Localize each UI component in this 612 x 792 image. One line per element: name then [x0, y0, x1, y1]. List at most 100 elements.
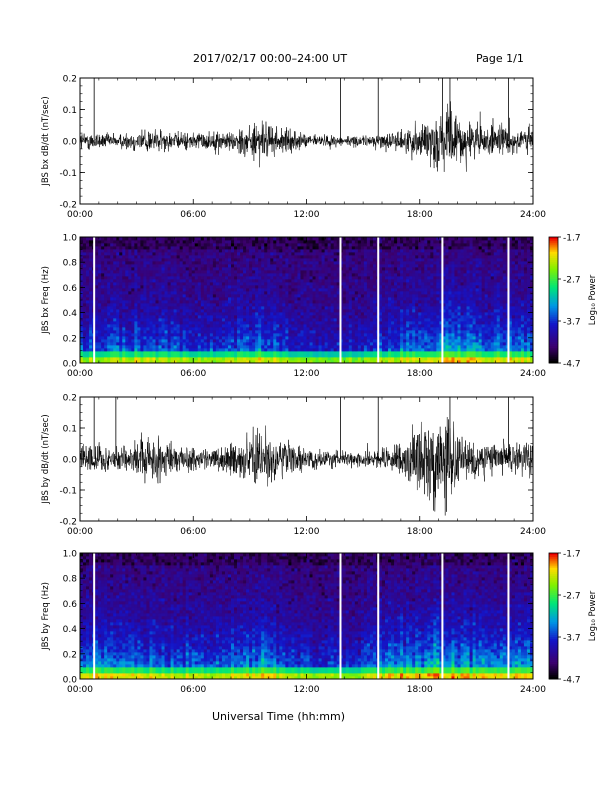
spectrogram-cell	[354, 249, 359, 253]
spectrogram-cell	[95, 255, 99, 259]
spectrogram-cell	[267, 246, 271, 250]
spectrogram-cell	[119, 267, 123, 271]
spectrogram-cell	[282, 348, 286, 352]
spectrogram-cell	[391, 318, 395, 322]
spectrogram-cell	[125, 291, 129, 295]
spectrogram-cell	[194, 324, 199, 328]
spectrogram-cell	[321, 279, 326, 283]
spectrogram-cell	[294, 300, 298, 304]
spectrogram-cell	[80, 312, 84, 316]
spectrogram-cell	[240, 294, 244, 298]
spectrogram-cell	[303, 285, 307, 289]
spectrogram-cell	[409, 336, 413, 340]
spectrogram-cell	[330, 246, 335, 250]
spectrogram-cell	[146, 255, 150, 259]
spectrogram-cell	[170, 243, 175, 247]
spectrogram-cell	[179, 303, 184, 307]
spectrogram-cell	[212, 252, 217, 256]
spectrogram-cell	[164, 240, 168, 244]
spectrogram-cell	[382, 333, 386, 337]
spectrogram-cell	[243, 261, 247, 265]
spectrogram-cell	[285, 321, 289, 325]
spectrogram-cell	[258, 252, 262, 256]
spectrogram-cell	[231, 276, 235, 280]
spectrogram-cell	[188, 264, 193, 268]
spectrogram-cell	[182, 327, 187, 331]
spectrogram-cell	[403, 342, 407, 346]
spectrogram-cell	[188, 282, 193, 286]
spectrogram-cell	[282, 297, 286, 301]
spectrogram-cell	[249, 270, 253, 274]
spectrogram-cell	[297, 258, 301, 262]
spectrogram-cell	[206, 324, 211, 328]
spectrogram-cell	[345, 303, 350, 307]
spectrogram-cell	[267, 294, 271, 298]
spectrogram-cell	[354, 309, 359, 313]
spectrogram-cell	[397, 243, 401, 247]
spectrogram-cell	[255, 237, 259, 241]
spectrogram-cell	[155, 252, 159, 256]
spectrogram-cell	[116, 255, 120, 259]
spectrogram-cell	[412, 324, 416, 328]
spectrogram-cell	[161, 261, 165, 265]
spectrogram-cell	[418, 249, 422, 253]
spectrogram-cell	[231, 330, 235, 334]
spectrogram-cell	[282, 360, 286, 364]
spectrogram-cell	[354, 351, 359, 355]
spectrogram-cell	[134, 324, 138, 328]
spectrogram-cell	[95, 357, 99, 361]
spectrogram-cell	[140, 243, 144, 247]
spectrogram-cell	[107, 306, 111, 310]
spectrogram-cell	[366, 315, 371, 319]
spectrogram-cell	[345, 327, 350, 331]
spectrogram-cell	[212, 255, 217, 259]
spectrogram-cell	[231, 348, 235, 352]
spectrogram-cell	[140, 339, 144, 343]
spectrogram-cell	[327, 300, 332, 304]
spectrogram-cell	[83, 288, 87, 292]
spectrogram-cell	[409, 255, 413, 259]
spectrogram-cell	[363, 324, 368, 328]
spectrogram-cell	[252, 255, 256, 259]
spectrogram-cell	[363, 303, 368, 307]
spectrogram-cell	[415, 360, 419, 364]
spectrogram-cell	[357, 327, 362, 331]
spectrogram-cell	[249, 237, 253, 241]
spectrogram-cell	[388, 336, 392, 340]
spectrogram-cell	[98, 306, 102, 310]
spectrogram-cell	[224, 294, 229, 298]
spectrogram-cell	[345, 270, 350, 274]
spectrogram-cell	[306, 327, 310, 331]
spectrogram-cell	[131, 336, 135, 340]
spectrogram-cell	[385, 306, 389, 310]
spectrogram-cell	[357, 348, 362, 352]
spectrogram-cell	[300, 270, 304, 274]
spectrogram-cell	[421, 312, 425, 316]
spectrogram-cell	[200, 279, 205, 283]
spectrogram-cell	[173, 282, 178, 286]
spectrogram-cell	[357, 309, 362, 313]
spectrogram-cell	[146, 324, 150, 328]
spectrogram-cell	[179, 309, 184, 313]
spectrogram-cell	[89, 276, 93, 280]
spectrogram-cell	[227, 348, 232, 352]
spectrogram-cell	[185, 279, 190, 283]
spectrogram-cell	[261, 258, 265, 262]
spectrogram-cell	[270, 255, 274, 259]
spectrogram-cell	[300, 345, 304, 349]
spectrogram-cell	[330, 321, 335, 325]
spectrogram-cell	[218, 294, 223, 298]
spectrogram-cell	[231, 324, 235, 328]
spectrogram-cell	[279, 258, 283, 262]
spectrogram-cell	[351, 333, 356, 337]
spectrogram-cell	[227, 357, 232, 361]
spectrogram-cell	[218, 300, 223, 304]
spectrogram-cell	[336, 336, 341, 340]
spectrogram-cell	[188, 360, 193, 364]
spectrogram-cell	[372, 321, 377, 325]
spectrogram-cell	[321, 249, 326, 253]
spectrogram-cell	[188, 327, 193, 331]
spectrogram-cell	[149, 300, 153, 304]
spectrogram-cell	[98, 312, 102, 316]
spectrogram-cell	[203, 306, 208, 310]
